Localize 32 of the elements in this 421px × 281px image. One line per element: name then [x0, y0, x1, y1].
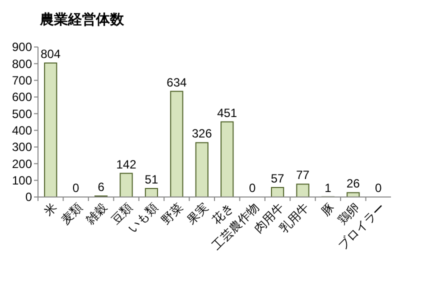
- data-label: 77: [296, 168, 310, 182]
- chart-title: 農業経営体数: [39, 11, 125, 27]
- y-tick-label: 400: [12, 124, 32, 138]
- data-label: 142: [116, 157, 137, 172]
- y-tick-label: 0: [25, 190, 32, 204]
- x-tick-label: 野菜: [158, 200, 186, 228]
- y-tick-label: 200: [12, 156, 32, 171]
- y-tick-label: 700: [12, 74, 32, 88]
- data-label: 634: [166, 75, 188, 90]
- x-tick-label: 豆類: [108, 200, 136, 228]
- data-label: 0: [72, 181, 80, 195]
- x-tick-label: 麦類: [58, 200, 85, 228]
- x-tick-label: 豚: [318, 200, 338, 219]
- data-label: 326: [192, 126, 212, 141]
- x-tick-label: 米: [41, 200, 60, 219]
- y-tick-label: 900: [12, 40, 32, 54]
- y-tick-label: 100: [12, 174, 32, 188]
- y-tick-label: 800: [12, 56, 32, 71]
- y-tick-label: 300: [12, 140, 32, 154]
- data-label: 26: [346, 176, 360, 191]
- x-tick-label: 果実: [184, 200, 211, 228]
- data-label: 1: [324, 180, 332, 195]
- data-label: 804: [40, 47, 61, 61]
- data-label: 0: [248, 181, 256, 195]
- y-tick-label: 500: [12, 106, 32, 121]
- data-label: 451: [217, 106, 238, 120]
- data-label: 51: [144, 172, 158, 186]
- y-tick-label: 600: [12, 90, 32, 104]
- data-label: 0: [375, 181, 382, 195]
- data-label: 6: [98, 180, 105, 194]
- x-tick-label: 雑穀: [83, 200, 110, 228]
- data-label: 57: [270, 172, 285, 186]
